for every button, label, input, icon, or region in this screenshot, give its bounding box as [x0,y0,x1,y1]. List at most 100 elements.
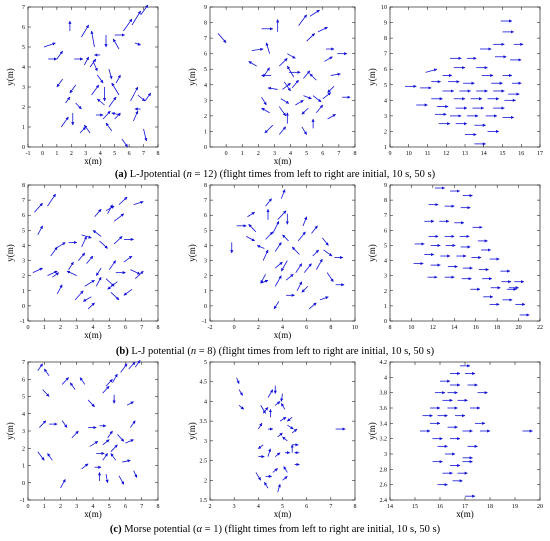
plot-8-velocity-arrow [258,444,264,450]
plot-5-xtick-label: 2 [257,325,260,331]
plot-5-velocity-arrow [246,236,255,242]
plot-8-xlabel: x(m) [274,509,292,519]
plot-1-velocity-arrow [133,110,139,122]
plot-9-xtick-label: 18 [487,504,493,510]
plot-8-velocity-arrow [282,476,288,481]
plot-1-velocity-arrow [65,96,71,104]
plot-5-velocity-arrow [308,302,317,310]
plot-7-velocity-arrow [71,430,79,439]
plot-4-velocity-arrow [56,284,63,294]
plot-7-velocity-arrow [120,363,128,373]
plot-7-velocity-arrow [37,451,45,461]
plot-7-velocity-arrow [130,420,136,428]
plot-4-velocity-arrow [107,281,118,290]
plot-4-xtick-label: 7 [140,325,143,331]
plot-1-velocity-arrow [130,86,139,102]
plot-2-velocity-arrow [261,107,270,114]
plot-7-ytick-label: 2 [22,446,25,452]
plot-7-ytick-label: 4 [22,412,25,418]
plot-2-ytick-label: 1 [204,129,207,135]
plot-2-velocity-arrow [262,67,270,78]
plot-2-xtick-label: 1 [241,151,244,157]
plot-8-velocity-arrow [260,405,266,414]
plot-1-xtick-label: 0 [41,151,44,157]
plot-8-velocity-arrow [255,472,262,481]
plot-7-velocity-arrow [87,399,95,408]
plot-4-xtick-label: 3 [75,325,78,331]
plot-6-xtick-label: 12 [430,325,436,331]
plot-8-ylabel: y(m) [187,422,197,440]
plot-4-ytick-label: 7 [22,198,25,204]
plot-7-velocity-arrow [118,475,125,485]
plot-3-ylabel: y(m) [367,68,377,86]
plot-2-velocity-arrow [264,124,274,134]
plot-2-velocity-arrow [251,47,264,51]
plot-8-velocity-arrow [274,452,281,457]
plot-3-xtick-label: 14 [481,151,487,157]
plot-7-xtick-label: 0 [27,504,30,510]
plot-4-velocity-arrow [92,230,102,237]
plot-1-ytick-label: 6 [22,25,25,31]
plot-8-xtick-label: 6 [305,504,308,510]
plot-4-velocity-arrow [47,270,58,277]
plot-4-ytick-label: 3 [22,259,25,265]
plot-9-ytick-label: 3.2 [380,437,388,443]
plot-5-velocity-arrow [301,285,309,293]
plot-4-ytick-label: 4 [22,243,25,249]
plot-4-velocity-arrow [105,205,115,212]
plot-1-xtick-label: 2 [70,151,73,157]
plot-3-ytick-label: 7 [384,52,387,58]
plot-5-velocity-arrow [280,189,286,199]
plot-6-axes-box [389,184,541,322]
plot-1-ytick-label: 3 [22,85,25,91]
plot-9-ytick-label: 4 [384,375,387,381]
plot-7-ytick-label: 6 [22,377,25,383]
plot-7-xtick-label: 8 [157,504,160,510]
plot-8-velocity-arrow [287,416,293,422]
plot-8-axes-box [209,361,356,501]
plot-1-xtick-label: 8 [157,151,160,157]
plot-1-velocity-arrow [140,4,149,16]
plot-8-velocity-arrow [283,466,288,473]
plot-7-ytick-label: 5 [22,395,25,401]
plot-8-velocity-arrow [236,377,240,384]
plot-7-velocity-arrow [110,444,118,452]
plot-5-velocity-arrow [311,225,318,234]
plot-1-velocity-arrow [81,24,90,38]
plot-2-velocity-arrow [278,58,288,67]
plot-2-velocity-arrow [327,113,336,120]
plot-5-velocity-arrow [260,273,266,284]
plot-1-velocity-arrow [105,122,113,132]
plot-8-velocity-arrow [267,448,272,457]
plot-4-velocity-arrow [81,236,87,248]
plot-2-velocity-arrow [324,56,333,62]
plot-4-velocity-arrow [34,202,43,213]
plot-1-velocity-arrow [108,96,117,108]
plot-8-velocity-arrow [291,428,298,434]
plot-4-ytick-label: 8 [22,183,25,189]
plot-4-xlabel: x(m) [84,330,102,340]
plot-4-ylabel: y(m) [5,244,15,262]
plot-4-velocity-arrow [113,213,125,222]
plot-9-ytick-label: 3 [384,452,387,458]
plot-2-ytick-label: 4 [204,83,207,89]
plot-8-xtick-label: 7 [329,504,332,510]
plot-1-ylabel: y(m) [5,68,15,86]
plot-6-xtick-label: 16 [473,325,479,331]
plot-5-xlabel: x(m) [274,330,292,340]
plot-3-axes-box [389,6,541,148]
plot-6-xtick-label: 18 [494,325,500,331]
plot-7-velocity-arrow [37,363,43,371]
plot-4-velocity-arrow [87,302,95,310]
plot-7-velocity-arrow [105,378,113,387]
plot-2-velocity-arrow [291,79,299,89]
plot-3-ytick-label: 9 [384,21,387,27]
plot-5-velocity-arrow [326,272,334,282]
plot-1-xtick-label: 6 [128,151,131,157]
plot-4-velocity-arrow [81,234,92,239]
plot-3-ytick-label: 1 [384,145,387,151]
plot-3-xtick-label: 10 [406,151,412,157]
plot-4-xtick-label: 4 [92,325,95,331]
plot-7-velocity-arrow [102,453,108,461]
plot-7-xtick-label: 2 [59,504,62,510]
